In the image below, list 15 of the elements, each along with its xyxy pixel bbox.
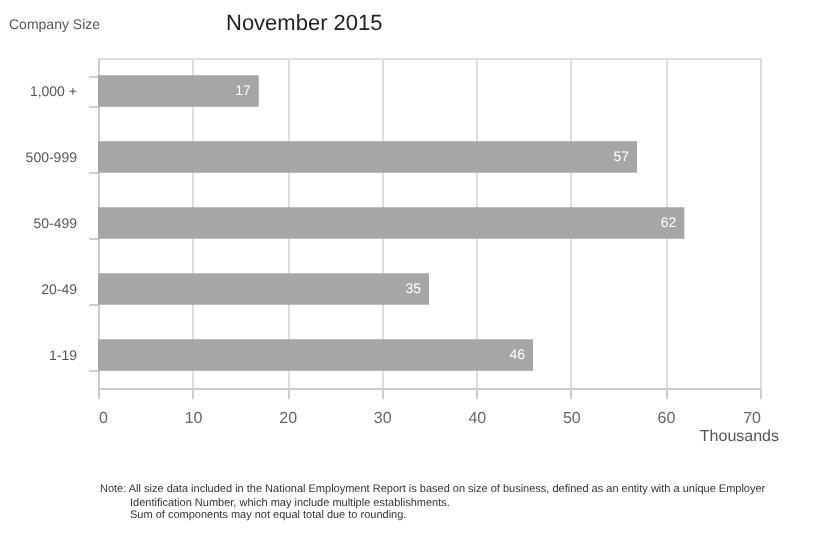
x-tick-label: 70 (743, 409, 763, 427)
x-tick-label: 50 (562, 409, 582, 427)
bar (98, 273, 429, 305)
x-tick-label: 10 (184, 409, 204, 427)
bar (98, 207, 685, 239)
chart-title: November 2015 (226, 12, 383, 36)
bar (98, 75, 259, 107)
bar (98, 339, 534, 371)
x-tick-label: 20 (279, 409, 299, 427)
x-tick-label: 0 (99, 409, 109, 427)
x-tick-label: 60 (657, 409, 677, 427)
x-tick-label: 30 (373, 409, 393, 427)
bar (98, 141, 638, 173)
x-axis-title: Thousands (699, 427, 779, 445)
x-tick-label: 40 (468, 409, 488, 427)
